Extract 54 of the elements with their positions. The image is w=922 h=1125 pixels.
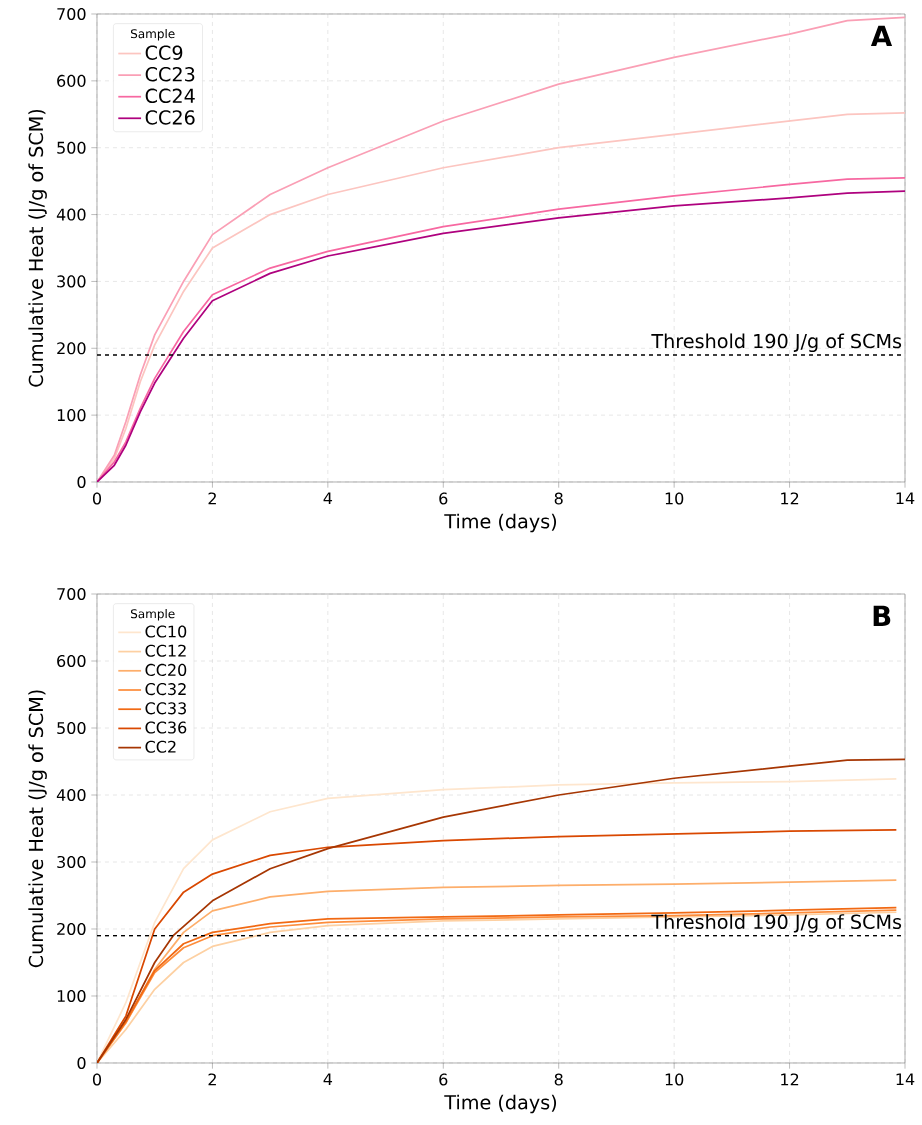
x-tick-label: 2: [208, 1073, 216, 1086]
x-tick-label: 6: [439, 492, 448, 505]
x-tick-label: 10: [665, 1073, 684, 1086]
line-series: [97, 16, 906, 482]
y-tick-label: 200: [57, 922, 86, 936]
x-axis-title: Time (days): [444, 1094, 557, 1114]
x-axis-title: Time (days): [444, 513, 557, 533]
x-tick-label: 0: [92, 492, 102, 505]
y-tick-label: 200: [57, 342, 86, 355]
legend-label: CC20: [145, 663, 187, 676]
legend-label: CC26: [145, 110, 195, 125]
x-tick-label: 14: [896, 1073, 915, 1086]
y-tick-label: 700: [57, 7, 86, 21]
legend-title: Sample: [130, 608, 175, 621]
y-tick-label: 700: [57, 587, 86, 601]
annotation: A: [870, 25, 893, 46]
y-tick-label: 500: [57, 141, 86, 154]
legend-label: CC10: [145, 625, 187, 638]
legend-label: CC32: [145, 683, 186, 696]
y-tick-label: 0: [77, 1056, 86, 1070]
y-tick-label: 400: [56, 208, 86, 221]
legend-label: CC23: [145, 67, 195, 82]
y-tick-label: 400: [56, 788, 86, 802]
legend-label: CC33: [145, 702, 186, 715]
x-tick-label: 4: [323, 1073, 333, 1086]
ref-line-label: Threshold 190 J/g of SCMs: [651, 333, 902, 353]
legend-label: CC9: [145, 45, 183, 60]
legend-title: Sample: [130, 28, 175, 41]
x-tick-label: 14: [896, 492, 915, 505]
x-tick-label: 12: [781, 1073, 799, 1086]
x-tick-label: 12: [781, 492, 799, 505]
y-tick-label: 600: [57, 654, 86, 668]
x-tick-label: 2: [208, 492, 216, 505]
y-tick-label: 500: [57, 721, 86, 735]
y-tick-label: 100: [57, 409, 86, 422]
y-tick-label: 0: [77, 475, 86, 489]
y-tick-label: 300: [57, 275, 86, 288]
ref-line-label: Threshold 190 J/g of SCMs: [651, 914, 902, 933]
x-tick-label: 8: [554, 1073, 563, 1086]
x-tick-label: 0: [92, 1073, 102, 1086]
legend-label: CC2: [145, 740, 176, 753]
x-tick-label: 6: [439, 1073, 448, 1086]
y-tick-label: 300: [57, 855, 86, 869]
y-tick-label: 100: [57, 989, 86, 1003]
legend-label: CC36: [145, 721, 187, 734]
y-axis-title: Cumulative Heat (J/g of SCM): [28, 690, 47, 968]
legend-label: CC24: [145, 88, 195, 104]
y-axis-title: Cumulative Heat (J/g of SCM): [28, 109, 47, 387]
annotation: B: [873, 605, 891, 626]
x-tick-label: 4: [323, 492, 333, 505]
x-tick-label: 8: [554, 492, 563, 505]
y-tick-label: 600: [57, 74, 86, 87]
legend-label: CC12: [145, 644, 186, 657]
x-tick-label: 10: [665, 492, 684, 505]
